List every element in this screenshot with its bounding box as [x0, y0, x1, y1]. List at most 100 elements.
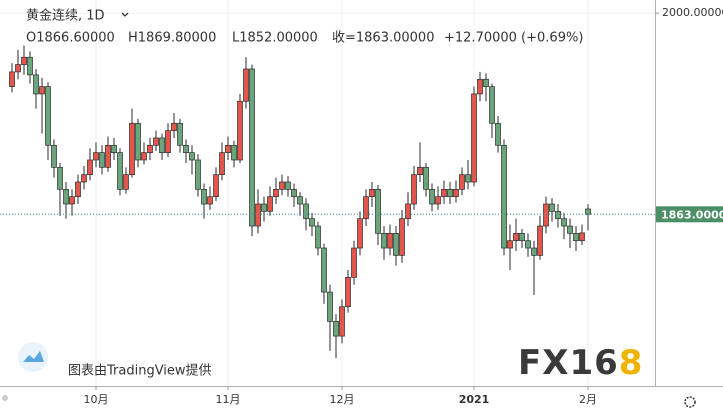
candle-body	[363, 196, 369, 220]
candle-body	[129, 122, 135, 176]
candle-body	[69, 196, 75, 205]
candle-body	[237, 100, 243, 161]
candle-body	[489, 86, 495, 124]
candle-body	[177, 122, 183, 146]
ohlc-value: 收=1863.00000	[332, 31, 434, 46]
symbol: 黄金连续, 1D	[26, 8, 105, 24]
candle-body	[291, 188, 297, 198]
candle-body	[159, 137, 165, 153]
candle-body	[453, 188, 459, 198]
candle-body	[171, 122, 177, 131]
candle-body	[9, 71, 15, 87]
settings-icon[interactable]	[684, 396, 696, 408]
ohlc-value: H1869.80000	[128, 31, 216, 46]
candle-body	[279, 181, 285, 190]
tv-logo-mark	[23, 351, 44, 362]
candle-body	[573, 233, 579, 242]
candle-body	[45, 86, 51, 146]
candle-body	[537, 225, 543, 256]
candle-body	[375, 188, 381, 234]
candle-body	[513, 233, 519, 242]
candle-body	[531, 247, 537, 256]
candle-body	[255, 203, 261, 227]
candle-body	[525, 240, 531, 249]
candle-body	[585, 208, 591, 215]
watermark-accent: 8	[619, 343, 644, 383]
candle-body	[39, 86, 45, 95]
candle-body	[207, 196, 213, 205]
ohlc-value: O1866.60000	[26, 31, 115, 46]
candle-body	[327, 291, 333, 322]
candle-body	[429, 188, 435, 205]
candle-body	[267, 196, 273, 212]
dropdown-icon[interactable]	[121, 12, 129, 17]
candle-body	[93, 152, 99, 161]
candle-body	[33, 74, 39, 95]
attribution[interactable]: 图表由TradingView提供	[68, 363, 212, 379]
candle-body	[381, 233, 387, 249]
candle-body	[411, 174, 417, 205]
last-price-label: 1863.00000	[661, 208, 723, 221]
candle-body	[225, 144, 231, 153]
y-tick-label: 2000.00000	[662, 6, 723, 19]
candle-body	[63, 188, 69, 205]
candle-body	[309, 218, 315, 227]
candle-body	[153, 137, 159, 146]
candle-body	[465, 174, 471, 183]
candle-body	[21, 56, 27, 65]
candle-body	[567, 225, 573, 234]
candle-body	[303, 203, 309, 220]
candle-body	[435, 196, 441, 205]
candle-body	[87, 159, 93, 176]
x-tick-label: 12月	[330, 393, 355, 406]
watermark: FX168	[518, 343, 643, 383]
candle-body	[351, 247, 357, 278]
candle-body	[51, 144, 57, 168]
candle-body	[345, 277, 351, 308]
candle-body	[105, 144, 111, 168]
candle-body	[393, 233, 399, 256]
candle-body	[357, 218, 363, 249]
candle-body	[579, 232, 585, 242]
candle-body	[555, 210, 561, 220]
candle-body	[405, 203, 411, 220]
scroll-handle[interactable]	[2, 395, 8, 401]
candle-body	[543, 203, 549, 227]
candle-body	[369, 188, 375, 198]
x-tick-label: 11月	[216, 393, 241, 406]
x-tick-label: 2021	[459, 393, 490, 406]
candle-body	[117, 152, 123, 190]
candle-body	[57, 166, 63, 190]
candle-body	[423, 166, 429, 190]
candle-body	[81, 174, 87, 183]
candle-body	[75, 181, 81, 198]
candle-body	[471, 93, 477, 183]
candle-body	[387, 233, 393, 249]
candle-body	[333, 321, 339, 337]
candle-body	[321, 247, 327, 293]
ohlc-value: L1852.00000	[232, 31, 318, 46]
candle-body	[183, 144, 189, 153]
candle-body	[27, 56, 33, 76]
x-tick-label: 2月	[579, 393, 597, 406]
ohlc-legend: O1866.60000 H1869.80000 L1852.00000 收=1863.…	[26, 31, 583, 46]
candle-body	[519, 233, 525, 242]
candle-body	[273, 188, 279, 198]
candle-body	[213, 174, 219, 198]
candles	[9, 45, 591, 359]
candle-body	[495, 122, 501, 146]
candle-body	[195, 159, 201, 190]
candle-body	[99, 152, 105, 168]
candle-body	[549, 203, 555, 212]
candle-body	[249, 68, 255, 227]
candle-body	[417, 166, 423, 176]
ohlc-value: +12.70000 (+0.69%)	[444, 31, 583, 46]
candle-body	[315, 225, 321, 249]
candle-body	[135, 122, 141, 161]
tv-logo[interactable]	[18, 342, 48, 372]
candle-body	[477, 78, 483, 95]
last-price-box	[656, 206, 723, 223]
candle-body	[561, 218, 567, 227]
candle-body	[483, 78, 489, 87]
